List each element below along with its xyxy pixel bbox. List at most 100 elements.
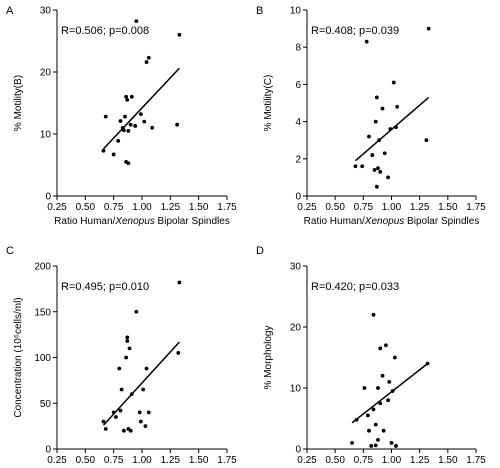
x-tick-label: 0.25 (297, 202, 317, 213)
panel-d: D0.250.500.751.001.251.501.750102030Rati… (256, 245, 486, 466)
y-tick-label: 0 (295, 192, 301, 203)
data-point (395, 104, 400, 109)
data-point (376, 437, 380, 442)
y-tick-label: 150 (34, 307, 51, 318)
data-point (391, 80, 396, 85)
x-tick-label: 1.00 (132, 202, 152, 213)
data-point (373, 422, 378, 427)
data-point (118, 119, 123, 123)
data-point (373, 119, 378, 124)
data-point (426, 26, 431, 31)
x-tick-label: 1.75 (466, 202, 486, 213)
y-tick-label: 50 (40, 399, 52, 410)
data-point (374, 184, 379, 189)
data-point (388, 127, 393, 131)
data-point (111, 410, 116, 415)
y-tick-label: 100 (34, 353, 51, 364)
x-tick-label: 1.50 (189, 202, 209, 213)
data-point (101, 148, 106, 153)
data-point (374, 95, 379, 100)
stat-annotation: R=0.506; p=0.008 (61, 25, 149, 37)
regression-line (351, 363, 429, 424)
data-point (124, 355, 129, 360)
data-point (387, 380, 392, 384)
x-tick-label: 0.75 (104, 455, 124, 466)
x-tick-label: 0.25 (47, 455, 67, 466)
x-tick-label: 0.50 (76, 455, 96, 466)
data-point (371, 407, 376, 412)
data-point (390, 389, 395, 393)
y-tick-label: 30 (290, 262, 302, 273)
data-point (350, 441, 354, 445)
x-tick-label: 1.75 (217, 202, 237, 213)
y-tick-label: 10 (290, 6, 302, 17)
panel-letter-a: A (6, 5, 14, 17)
data-point (125, 98, 130, 102)
data-point (380, 106, 385, 111)
panel-a: A 0.25 0.50 0.75 1.00 1.25 1.50 1.75 0 10 20 30 Rati… (6, 5, 237, 227)
x-tick-label: 1.25 (161, 455, 181, 466)
panel-letter-b: B (256, 5, 263, 17)
panel-c: C 0.25 0.50 0.75 1.00 1.25 1.50 1.75 0 50 100 150 20… (6, 245, 237, 466)
data-point (377, 138, 382, 143)
x-tick-label: 1.75 (217, 455, 237, 466)
data-point (121, 128, 126, 133)
data-point (376, 386, 380, 390)
data-point (143, 424, 148, 429)
x-tick-label: 1.25 (410, 455, 430, 466)
y-tick-label: 20 (40, 68, 52, 79)
data-point (137, 410, 142, 415)
data-point (134, 309, 139, 314)
y-axis-label: % Motility(C) (263, 75, 274, 132)
x-tick-label: 1.00 (382, 455, 402, 466)
data-point (378, 169, 383, 174)
data-point (146, 55, 151, 60)
data-point (125, 335, 130, 340)
stat-annotation: R=0.420; p=0.033 (311, 281, 399, 293)
x-tick-label: 1.75 (466, 455, 486, 466)
data-point (394, 444, 398, 448)
x-tick-label: 1.00 (132, 455, 152, 466)
data-point (126, 129, 131, 133)
x-tick-label: 0.75 (354, 202, 374, 213)
data-point (117, 366, 122, 371)
data-point (116, 138, 121, 143)
x-axis-label: Ratio Human/Xenopus Bipolar Spindles (304, 216, 480, 227)
data-point (124, 94, 129, 99)
data-point (386, 175, 391, 180)
x-tick-label: 0.75 (104, 202, 124, 213)
data-point (378, 401, 383, 406)
y-tick-label: 2 (295, 154, 301, 165)
y-tick-label: 20 (290, 323, 302, 334)
data-point (365, 413, 370, 418)
y-tick-label: 0 (45, 192, 51, 203)
data-point (370, 153, 375, 157)
y-tick-label: 30 (40, 6, 52, 17)
data-point (177, 280, 182, 285)
y-tick-label: 0 (45, 445, 51, 456)
x-tick-label: 1.25 (161, 202, 181, 213)
data-point (121, 428, 126, 433)
x-tick-label: 0.25 (297, 455, 317, 466)
x-tick-label: 0.50 (325, 455, 345, 466)
x-tick-label: 1.50 (438, 202, 458, 213)
y-tick-label: 0 (295, 445, 301, 456)
stat-annotation: R=0.495; p=0.010 (61, 281, 149, 293)
data-point (133, 124, 138, 128)
data-point (373, 443, 378, 448)
data-point (177, 32, 182, 37)
data-point (111, 152, 116, 157)
data-point (394, 125, 398, 130)
data-point (372, 168, 377, 172)
data-point (360, 164, 365, 169)
data-point (176, 351, 181, 355)
data-point (175, 122, 180, 127)
stat-annotation: R=0.408; p=0.039 (311, 25, 399, 37)
y-tick-label: 200 (34, 262, 51, 273)
regression-line (102, 67, 180, 150)
y-axis-label: % Motility(B) (13, 75, 24, 131)
y-axis-label: Concentration (10⁶cells/ml) (13, 297, 24, 417)
data-point (141, 387, 146, 392)
data-point (382, 151, 387, 156)
data-point (392, 355, 397, 360)
